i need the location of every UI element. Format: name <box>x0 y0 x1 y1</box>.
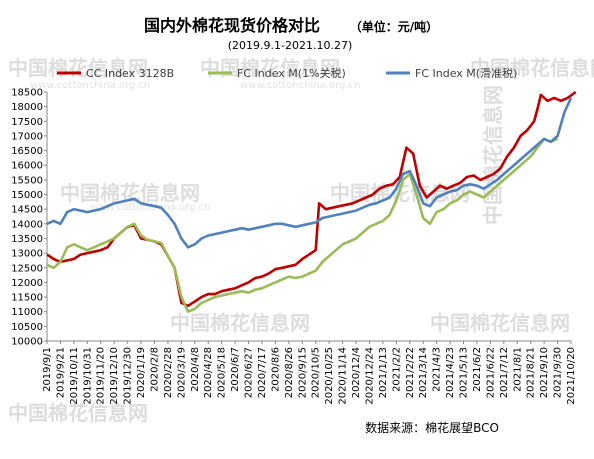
x-tick-label: 2021/8/1 <box>512 347 523 392</box>
x-tick-label: 2021/4/3 <box>432 347 443 392</box>
x-tick-label: 2020/11/14 <box>338 347 349 405</box>
x-tick-label: 2020/8/6 <box>270 347 281 392</box>
x-tick-label: 2021/6/22 <box>485 347 496 398</box>
watermark-text: 中国棉花信息网 <box>470 56 594 80</box>
chart-title: 国内外棉花现货价格对比 <box>144 16 320 35</box>
y-tick-label: 18000 <box>11 102 43 113</box>
x-tick-label: 2021/3/14 <box>418 347 429 398</box>
x-axis: 2019/9/1 2019/9/21 2019/10/11 2019/10/31 201… <box>42 340 577 405</box>
x-tick-label: 2021/7/12 <box>499 347 510 398</box>
x-tick-label: 2020/12/4 <box>351 347 362 398</box>
x-tick-label: 2021/10/20 <box>566 347 577 405</box>
y-tick-label: 17500 <box>11 117 43 128</box>
legend-label: FC Index M(滑准税) <box>415 66 517 80</box>
x-tick-label: 2021/2/2 <box>391 347 402 392</box>
x-tick-label: 2020/12/24 <box>364 347 375 405</box>
watermark-text: 中国棉花信息网 <box>481 85 505 225</box>
x-tick-label: 2021/6/2 <box>472 347 483 392</box>
x-tick-label: 2020/7/17 <box>257 347 268 398</box>
x-tick-label: 2020/1/19 <box>136 347 147 398</box>
y-tick-label: 14500 <box>11 205 43 216</box>
y-tick-label: 17000 <box>11 131 43 142</box>
y-axis: 10000 10500 11000 11500 12000 12500 13000 13500… <box>11 88 48 348</box>
y-tick-label: 14000 <box>11 219 43 230</box>
y-tick-label: 15000 <box>11 190 43 201</box>
watermark-text: 中国棉花信息网 <box>170 311 310 335</box>
x-tick-label: 2020/6/27 <box>244 347 255 398</box>
x-tick-label: 2021/9/30 <box>553 347 564 398</box>
y-tick-label: 13000 <box>11 249 43 260</box>
series-layer <box>46 90 577 313</box>
x-tick-label: 2020/5/18 <box>217 347 228 398</box>
x-tick-label: 2021/8/21 <box>526 347 537 398</box>
legend-label: FC Index M(1%关税) <box>237 66 346 80</box>
x-tick-label: 2020/4/8 <box>190 347 201 392</box>
watermark-text: 中国棉花信息网 <box>8 401 148 425</box>
y-tick-label: 10000 <box>11 337 43 348</box>
y-tick-label: 12000 <box>11 278 43 289</box>
watermark-text: 中国棉花信息网 <box>430 311 570 335</box>
watermark-text: 中国棉花信息网 <box>200 56 340 80</box>
series-line <box>46 137 559 313</box>
x-tick-label: 2020/6/7 <box>230 347 241 392</box>
x-tick-label: 2020/10/25 <box>324 347 335 405</box>
y-tick-label: 16000 <box>11 161 43 172</box>
x-tick-label: 2020/10/5 <box>311 347 322 398</box>
watermark-url: www.cottonchina.org.cn <box>30 80 150 91</box>
chart-subtitle: (2019.9.1-2021.10.27) <box>228 39 353 52</box>
x-tick-label: 2021/4/23 <box>445 347 456 398</box>
x-tick-label: 2020/2/8 <box>149 347 160 392</box>
legend: CC Index 3128B FC Index M(1%关税) FC Index M… <box>57 66 517 80</box>
y-tick-label: 16500 <box>11 146 43 157</box>
x-tick-label: 2019/10/11 <box>69 347 80 405</box>
x-tick-label: 2020/2/28 <box>163 347 174 398</box>
source-note: 数据来源：棉花展望BCO <box>365 420 499 435</box>
x-tick-label: 2020/3/19 <box>176 347 187 398</box>
chart-unit-note: （单位：元/吨） <box>350 19 438 34</box>
x-tick-label: 2019/10/31 <box>82 347 93 405</box>
x-tick-label: 2021/2/22 <box>405 347 416 398</box>
x-tick-label: 2020/8/26 <box>284 347 295 398</box>
watermark-url: www.cottonchina.org.cn <box>90 202 210 213</box>
x-tick-label: 2019/9/1 <box>42 347 53 392</box>
y-tick-label: 11500 <box>11 293 43 304</box>
x-tick-label: 2021/5/13 <box>459 347 470 398</box>
y-tick-label: 13500 <box>11 234 43 245</box>
y-tick-label: 18500 <box>11 88 43 99</box>
x-tick-label: 2020/9/15 <box>297 347 308 398</box>
y-tick-label: 10500 <box>11 322 43 333</box>
legend-label: CC Index 3128B <box>86 67 174 80</box>
y-tick-label: 11000 <box>11 307 43 318</box>
y-tick-label: 12500 <box>11 263 43 274</box>
watermark-text: 中国棉花信息网 <box>8 56 148 80</box>
x-tick-label: 2019/12/30 <box>123 347 134 405</box>
x-tick-label: 2021/9/10 <box>539 347 550 398</box>
x-tick-label: 2020/4/28 <box>203 347 214 398</box>
series-line <box>46 97 573 249</box>
x-tick-label: 2019/12/10 <box>109 347 120 405</box>
y-tick-label: 15500 <box>11 175 43 186</box>
x-tick-label: 2021/1/13 <box>378 347 389 398</box>
x-tick-label: 2019/11/20 <box>96 347 107 405</box>
x-tick-label: 2019/9/21 <box>55 347 66 398</box>
watermark-url: www.cottonchina.org.cn <box>240 80 360 91</box>
